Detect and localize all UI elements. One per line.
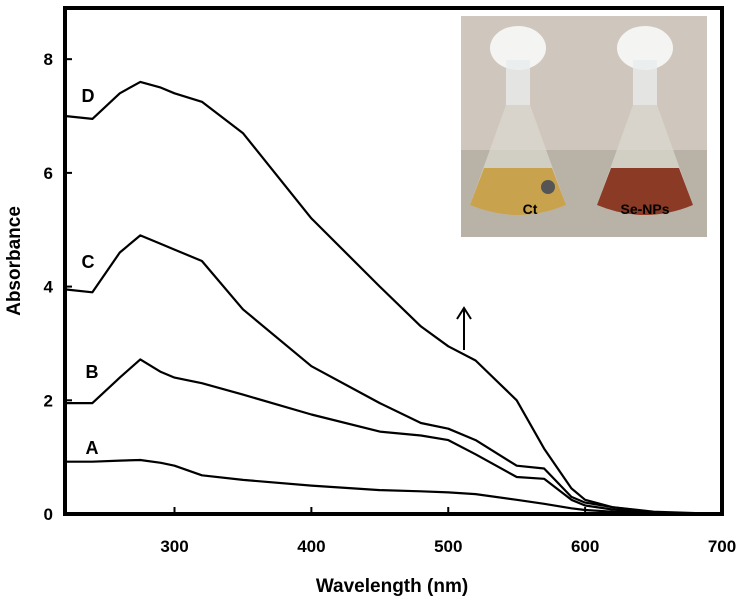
curve (64, 234, 723, 516)
y-tick-label: 0 (44, 505, 53, 524)
curve (65, 458, 723, 516)
curve-label: D (82, 86, 95, 106)
arrow (456, 306, 472, 350)
inset-photo (461, 16, 707, 237)
curve-label: B (86, 362, 99, 382)
curve-label: C (82, 252, 95, 272)
x-tick-label: 500 (434, 537, 462, 556)
curve (64, 80, 723, 516)
curve (65, 358, 723, 516)
x-axis-label: Wavelength (nm) (316, 576, 468, 597)
y-tick-label: 8 (44, 50, 53, 69)
y-tick-label: 4 (44, 278, 54, 297)
plot-frame (63, 6, 724, 516)
x-tick-label: 300 (160, 537, 188, 556)
y-tick-label: 2 (44, 391, 53, 410)
inset-label: Ct (523, 201, 538, 217)
inset-label: Se-NPs (620, 201, 669, 217)
curve-label: A (86, 438, 99, 458)
y-tick-label: 6 (44, 164, 53, 183)
x-tick-label: 400 (297, 537, 325, 556)
y-axis-label: Absorbance (4, 206, 25, 316)
x-tick-label: 700 (708, 537, 736, 556)
x-tick-label: 600 (571, 537, 599, 556)
